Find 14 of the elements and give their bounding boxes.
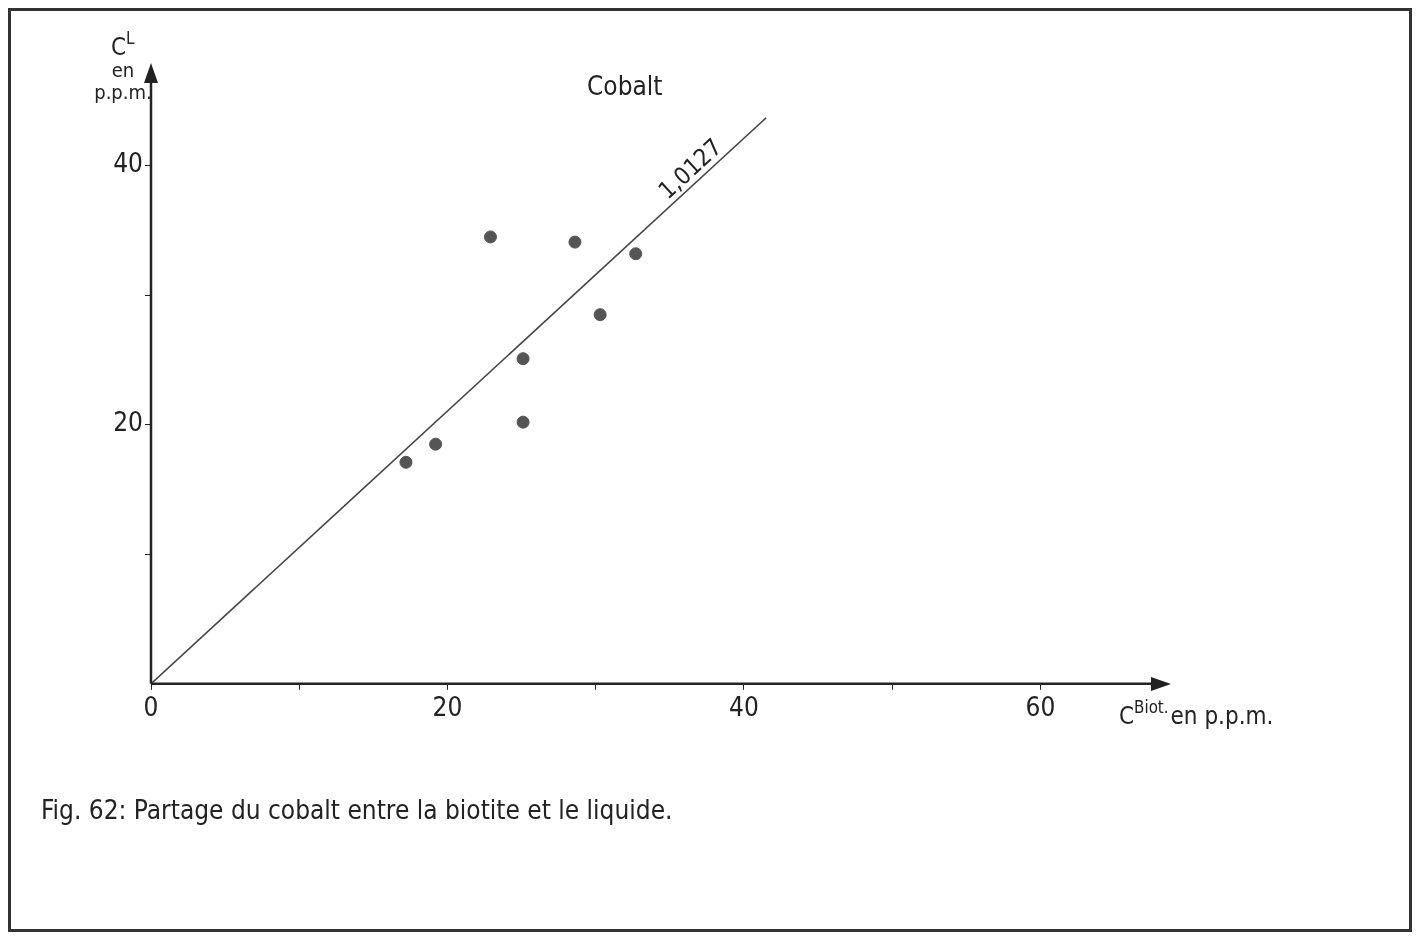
point — [629, 247, 643, 261]
x-tick-label: 40 — [729, 692, 759, 723]
point — [516, 415, 530, 429]
point — [593, 308, 607, 322]
x-tick-label: 0 — [143, 692, 159, 723]
point — [429, 437, 443, 451]
point — [483, 230, 497, 244]
caption: Fig. 62: Partage du cobalt entre la biotite et le liquide. — [41, 795, 673, 825]
point — [568, 235, 582, 249]
chart-title: Cobalt — [587, 71, 663, 101]
point — [399, 455, 413, 469]
point — [516, 352, 530, 366]
x-tick-label: 60 — [1025, 692, 1056, 723]
x-tick-label: 20 — [432, 692, 463, 723]
